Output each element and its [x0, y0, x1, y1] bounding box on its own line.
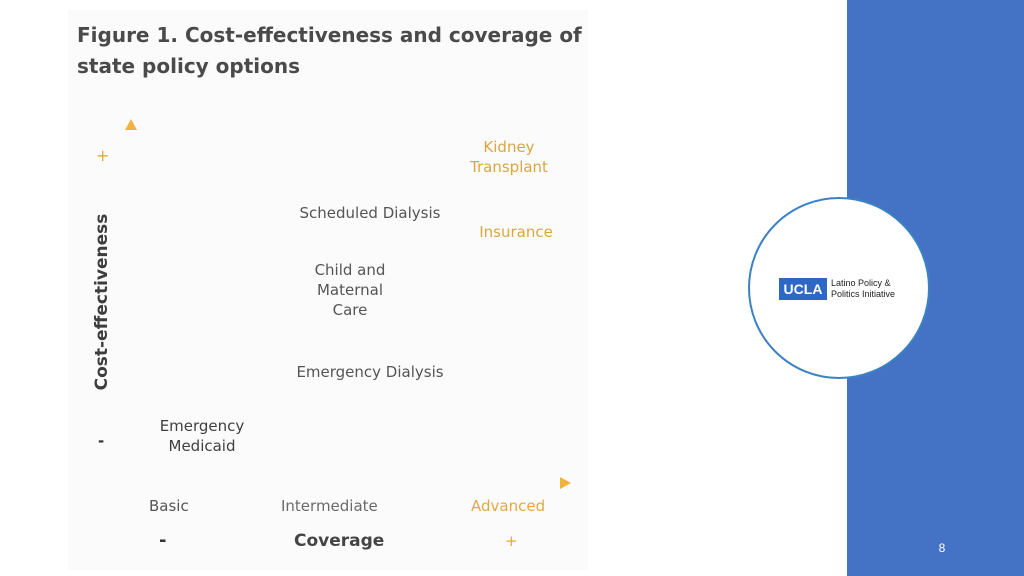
- y-axis-high-mark: +: [96, 146, 110, 165]
- page-number: 8: [938, 541, 946, 555]
- logo-circle: [748, 197, 930, 379]
- y-axis-label: Cost-effectiveness: [92, 213, 112, 391]
- item-scheduled-dialysis: Scheduled Dialysis: [299, 204, 441, 222]
- item-emergency-medicaid: Emergency Medicaid: [159, 417, 245, 455]
- y-axis-low-mark: -: [98, 432, 105, 450]
- x-tick-intermediate: Intermediate: [281, 497, 378, 515]
- x-axis-low-mark: -: [159, 530, 167, 551]
- x-tick-advanced: Advanced: [471, 497, 546, 515]
- x-axis-high-mark: +: [505, 532, 518, 550]
- item-child-maternal-care: Child and Maternal Care: [314, 261, 386, 319]
- x-axis-label: Coverage: [294, 531, 385, 551]
- ucla-logo: UCLA: [779, 278, 827, 300]
- x-axis-arrowhead: [560, 477, 571, 489]
- item-kidney-transplant: Kidney Transplant: [470, 138, 548, 176]
- item-emergency-dialysis: Emergency Dialysis: [296, 363, 444, 381]
- item-insurance: Insurance: [479, 223, 553, 241]
- figure-title: Figure 1. Cost-effectiveness and coverag…: [77, 23, 582, 78]
- x-tick-basic: Basic: [149, 497, 189, 515]
- org-name: Latino Policy & Politics Initiative: [831, 278, 896, 299]
- y-axis-arrowhead: [125, 119, 137, 130]
- figure-panel: [68, 10, 588, 570]
